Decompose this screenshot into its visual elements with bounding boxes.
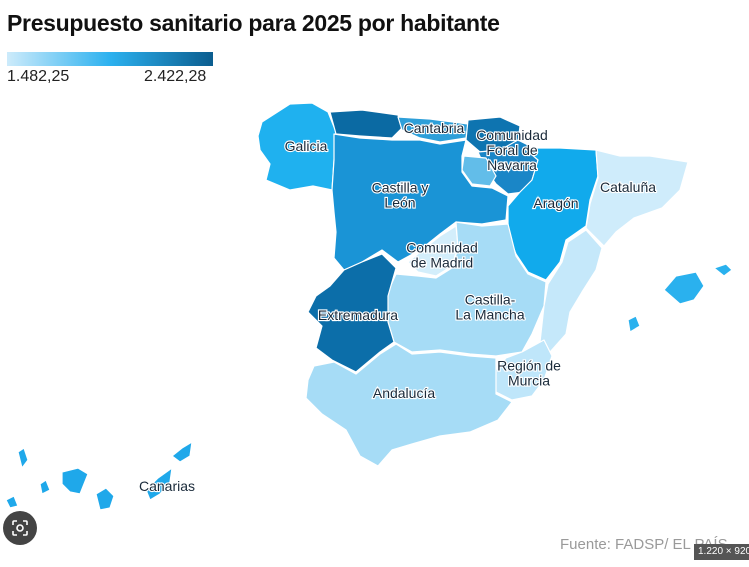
legend-min-label: 1.482,25 [7,68,70,85]
region-cataluna[interactable] [585,149,689,247]
map-title: Presupuesto sanitario para 2025 por habi… [7,10,500,36]
label-andalucia: Andalucía [373,385,435,401]
label-cataluna: Cataluña [600,179,656,195]
label-aragon: Aragón [533,195,578,211]
region-murcia[interactable] [493,339,553,401]
label-extremadura: Extremadura [318,307,398,323]
lens-button[interactable] [3,511,37,545]
label-castilla-y-leon: Castilla y León [372,180,429,211]
source-credit: Fuente: FADSP/ EL PAÍS [560,536,728,553]
label-canarias: Canarias [139,478,195,494]
region-cantabria[interactable] [397,116,469,143]
label-murcia: Región de Murcia [497,358,561,389]
region-castilla-y-leon[interactable] [331,133,509,271]
region-andalucia[interactable] [305,343,513,467]
legend-max-label: 2.422,28 [144,68,207,85]
label-castilla-la-mancha: Castilla-La Mancha [455,292,524,323]
region-galicia[interactable] [257,102,337,191]
region-castilla-la-mancha[interactable] [385,221,547,357]
lens-icon [12,520,28,536]
region-extremadura[interactable] [307,253,397,373]
image-size-chip: 1.220 × 920 [694,544,749,560]
legend-color-bar [7,52,213,66]
region-baleares[interactable] [627,263,733,333]
label-navarra: Comunidad Foral de Navarra [476,127,548,173]
label-madrid: Comunidad de Madrid [406,240,478,271]
region-asturias[interactable] [329,109,403,139]
label-cantabria: Cantabria [404,120,465,136]
region-canarias[interactable] [5,441,193,511]
label-galicia: Galicia [285,138,328,154]
